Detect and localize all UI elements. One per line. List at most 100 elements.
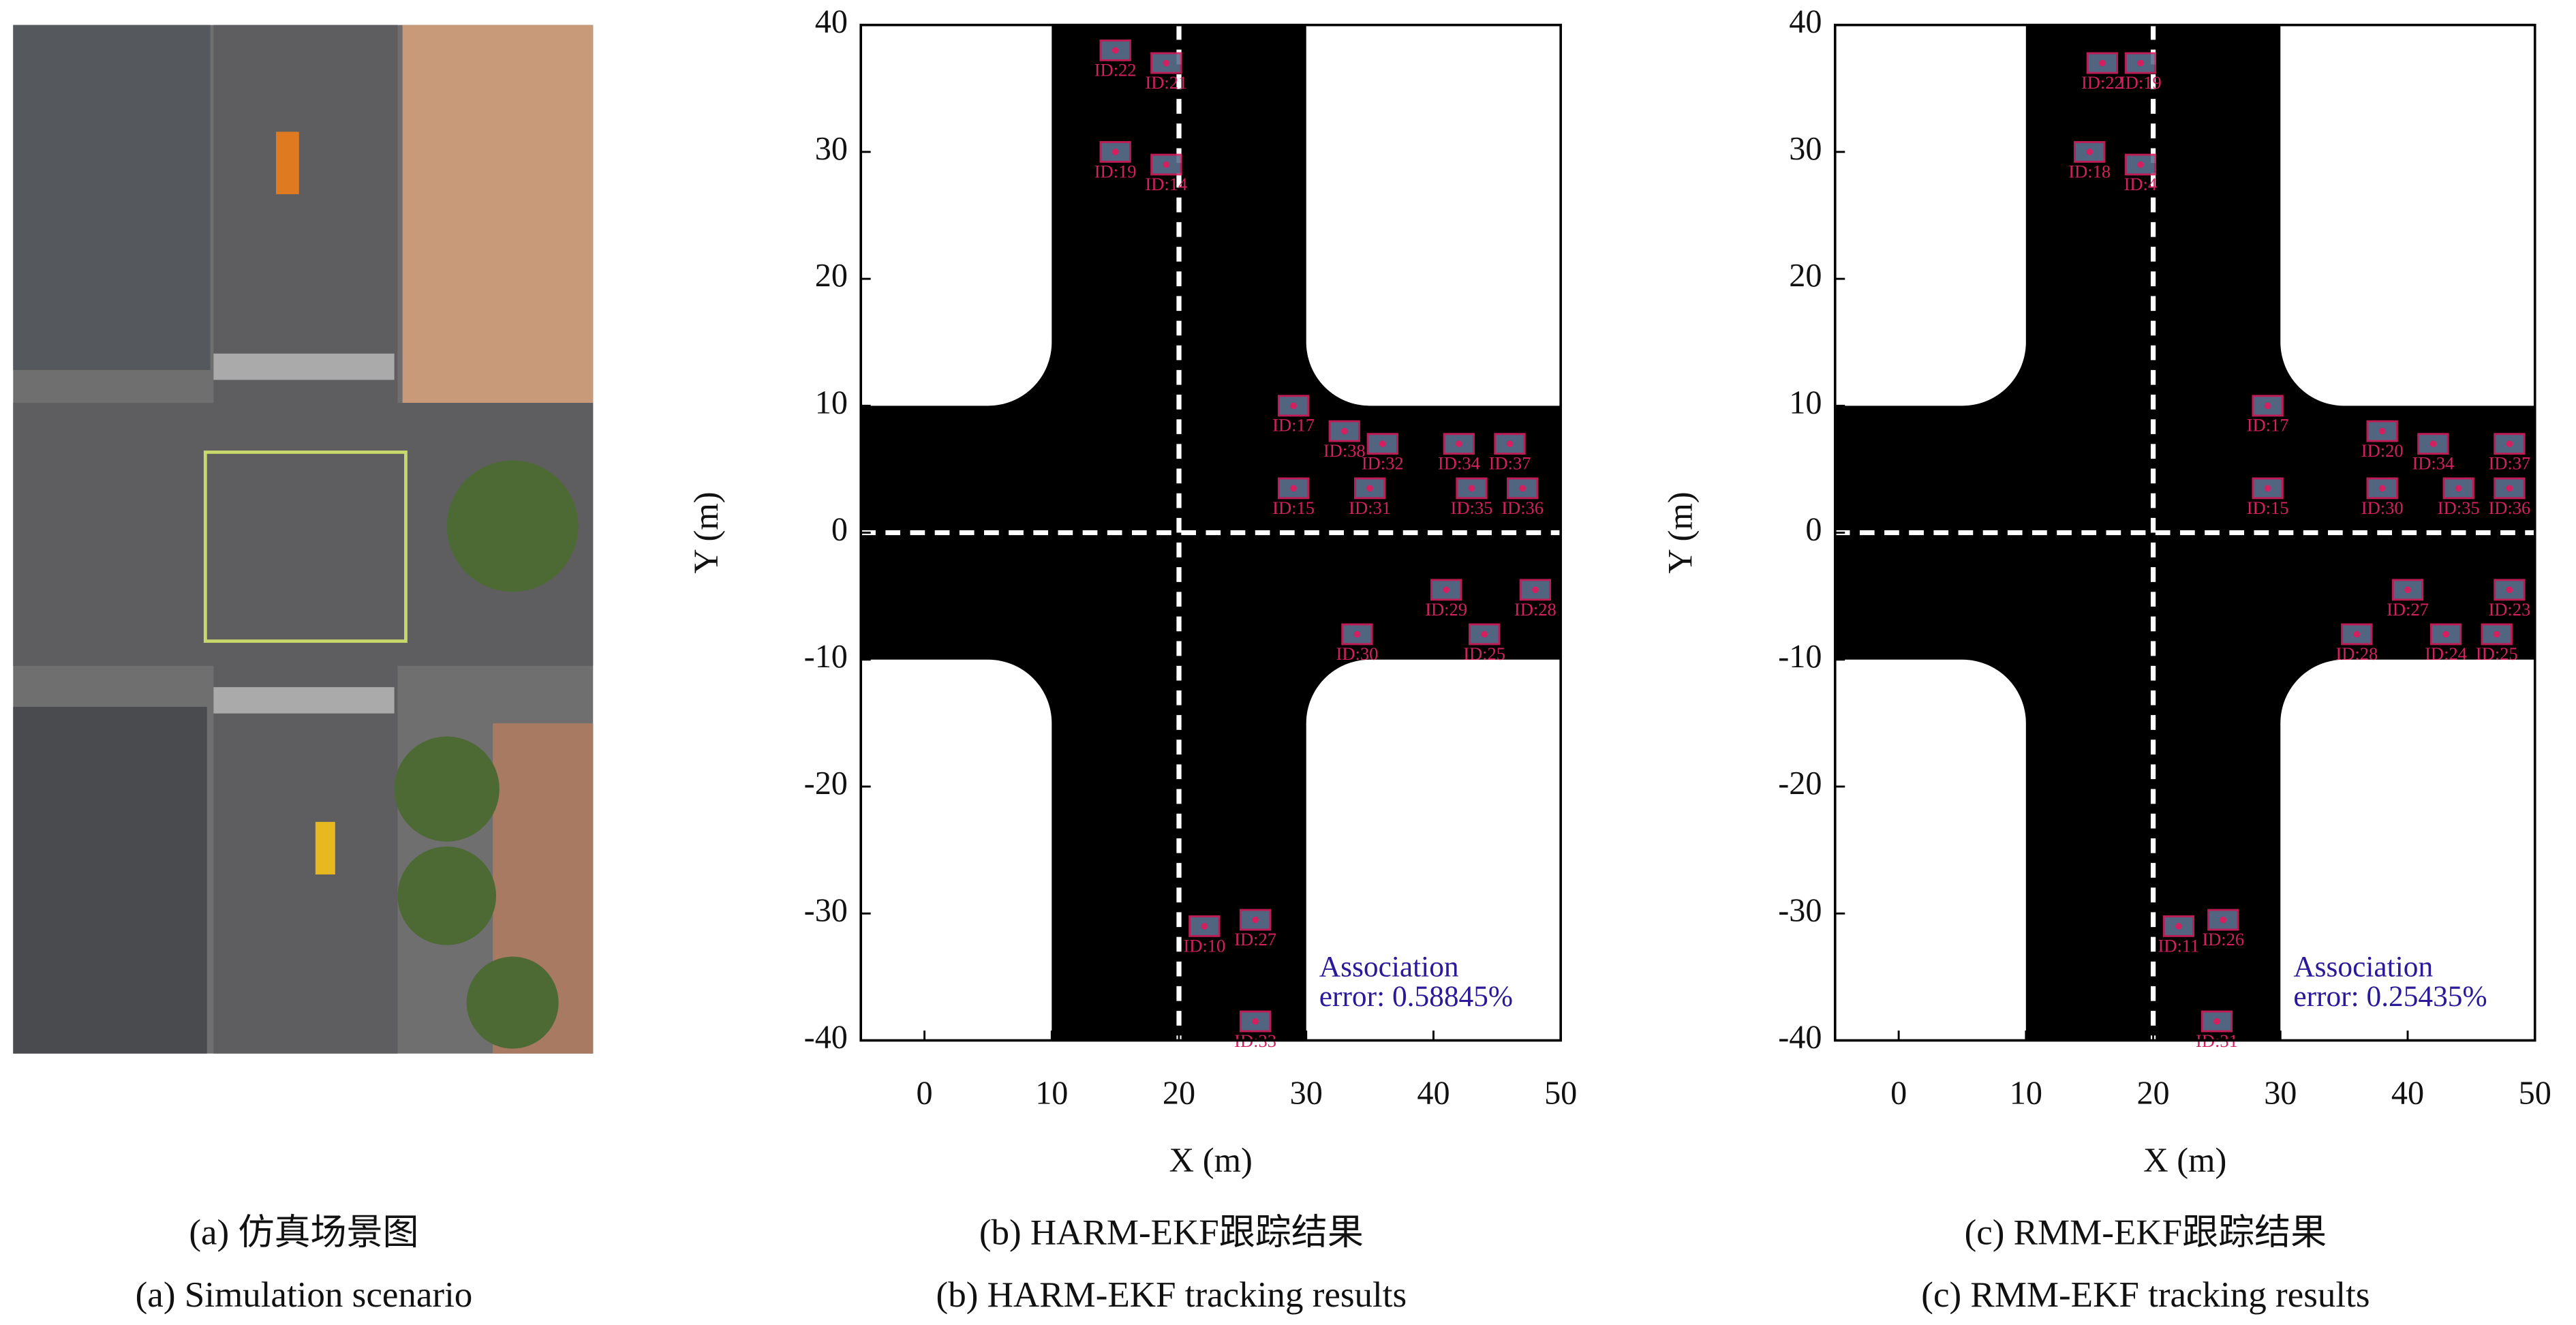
point-label: ID:14 bbox=[1145, 174, 1187, 194]
caption: (c) RMM-EKF tracking results bbox=[1921, 1275, 2370, 1315]
point-label: ID:15 bbox=[2247, 498, 2289, 518]
point-label: ID:17 bbox=[1272, 415, 1315, 436]
point bbox=[1163, 59, 1170, 67]
y-axis-label: Y (m) bbox=[1661, 491, 1700, 573]
y-tick-label: -10 bbox=[1778, 639, 1822, 675]
point bbox=[2455, 485, 2462, 492]
point-label: ID:25 bbox=[2476, 643, 2518, 664]
point bbox=[2429, 440, 2437, 448]
point bbox=[1111, 149, 1119, 155]
point-label: ID:27 bbox=[1234, 929, 1276, 949]
point-label: ID:11 bbox=[2158, 935, 2199, 956]
tracked-box bbox=[2417, 433, 2449, 455]
tracked-box bbox=[2341, 623, 2373, 645]
tracked-box bbox=[2366, 477, 2398, 500]
point-label: ID:22 bbox=[2081, 72, 2123, 93]
point-label: ID:19 bbox=[2119, 72, 2162, 93]
point bbox=[2404, 586, 2411, 594]
annotation: Association bbox=[1319, 951, 1459, 984]
point bbox=[1201, 923, 1208, 930]
point-label: ID:37 bbox=[1489, 453, 1531, 474]
y-tick-label: 20 bbox=[815, 258, 848, 294]
x-tick-label: 20 bbox=[1163, 1075, 1195, 1111]
point bbox=[2137, 59, 2144, 67]
y-tick-label: -40 bbox=[804, 1020, 848, 1056]
point bbox=[1519, 485, 1526, 492]
y-tick-label: -20 bbox=[1778, 765, 1822, 802]
point bbox=[1163, 161, 1170, 168]
y-tick-label: -20 bbox=[804, 765, 848, 802]
point-label: ID:36 bbox=[2488, 498, 2530, 518]
point-label: ID:38 bbox=[1323, 440, 1366, 461]
tracked-box bbox=[2252, 395, 2284, 417]
point bbox=[2099, 59, 2106, 67]
point bbox=[1353, 630, 1361, 638]
y-tick-label: 10 bbox=[815, 384, 848, 421]
x-tick-label: 30 bbox=[1290, 1075, 1323, 1111]
point-label: ID:27 bbox=[2387, 599, 2429, 620]
point-label: ID:31 bbox=[1349, 498, 1391, 518]
y-tick-label: 30 bbox=[1789, 131, 1822, 167]
y-tick-label: -10 bbox=[804, 639, 848, 675]
point bbox=[1481, 630, 1488, 638]
x-tick-label: 50 bbox=[2519, 1075, 2551, 1111]
point bbox=[2220, 916, 2227, 924]
point-label: ID:23 bbox=[2488, 599, 2530, 620]
point bbox=[2353, 630, 2361, 638]
point-label: ID:28 bbox=[2335, 643, 2378, 664]
y-tick-label: -40 bbox=[1778, 1020, 1822, 1056]
point bbox=[2086, 149, 2094, 155]
caption: (a) Simulation scenario bbox=[136, 1275, 473, 1315]
y-tick-label: 20 bbox=[1789, 258, 1822, 294]
point-label: ID:29 bbox=[1425, 599, 1467, 620]
point bbox=[2264, 485, 2271, 492]
point-label: ID:36 bbox=[1501, 498, 1544, 518]
point-label: ID:30 bbox=[2361, 498, 2404, 518]
point bbox=[2506, 485, 2513, 492]
y-tick-label: 10 bbox=[1789, 384, 1822, 421]
point bbox=[1468, 485, 1475, 492]
point-label: ID:28 bbox=[1514, 599, 1557, 620]
tracked-box bbox=[1507, 477, 1539, 500]
y-tick-label: 0 bbox=[831, 512, 848, 548]
point bbox=[1290, 402, 1297, 410]
x-tick-label: 30 bbox=[2264, 1075, 2297, 1111]
point-label: ID:24 bbox=[2425, 643, 2467, 664]
point-label: ID:30 bbox=[1336, 643, 1379, 664]
tracked-box bbox=[1099, 39, 1131, 61]
x-tick-label: 50 bbox=[1544, 1075, 1577, 1111]
point bbox=[1506, 440, 1514, 448]
point bbox=[1252, 1018, 1259, 1025]
y-tick-label: 40 bbox=[815, 4, 848, 40]
point-label: ID:19 bbox=[1094, 161, 1137, 181]
point bbox=[2213, 1018, 2220, 1025]
y-tick-label: 40 bbox=[1789, 4, 1822, 40]
x-tick-label: 10 bbox=[2010, 1075, 2042, 1111]
point-label: ID:18 bbox=[2068, 161, 2111, 181]
point-label: ID:34 bbox=[1438, 453, 1480, 474]
point-label: ID:22 bbox=[1094, 59, 1137, 80]
y-tick-label: 0 bbox=[1805, 512, 1822, 548]
point bbox=[1532, 586, 1539, 594]
point bbox=[1443, 586, 1450, 594]
point bbox=[2493, 630, 2500, 638]
point-label: ID:32 bbox=[1362, 453, 1404, 474]
annotation: error: 0.25435% bbox=[2293, 980, 2487, 1013]
y-axis-label: Y (m) bbox=[687, 491, 725, 573]
point bbox=[1252, 916, 1259, 924]
caption: (c) RMM-EKF跟踪结果 bbox=[1965, 1213, 2327, 1253]
point-label: ID:4 bbox=[2124, 174, 2158, 194]
point-label: ID:21 bbox=[1145, 72, 1187, 93]
x-tick-label: 40 bbox=[2391, 1075, 2424, 1111]
point-label: ID:26 bbox=[2202, 929, 2244, 949]
point bbox=[2264, 402, 2271, 410]
caption: (b) HARM-EKF跟踪结果 bbox=[979, 1213, 1364, 1253]
point bbox=[2175, 923, 2182, 930]
x-tick-label: 20 bbox=[2136, 1075, 2169, 1111]
point bbox=[1366, 485, 1373, 492]
annotation: Association bbox=[2293, 951, 2433, 984]
x-tick-label: 10 bbox=[1035, 1075, 1068, 1111]
point-label: ID:15 bbox=[1272, 498, 1315, 518]
